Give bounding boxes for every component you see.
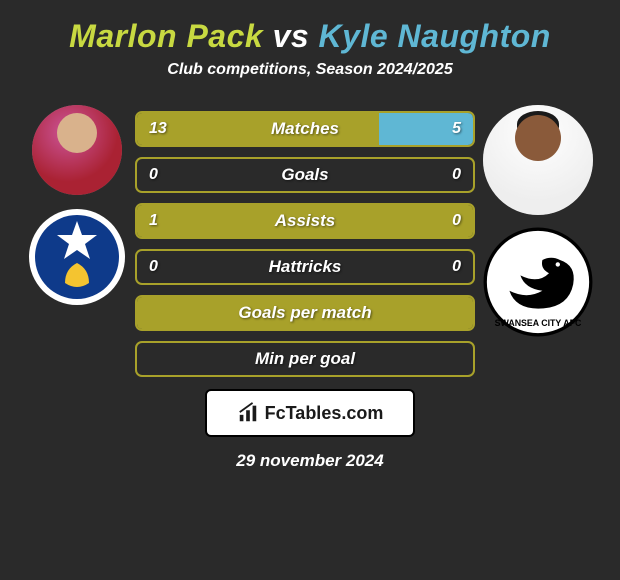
title-vs: vs	[273, 18, 310, 54]
stat-row: Min per goal	[135, 341, 475, 377]
stat-label: Goals	[281, 165, 328, 185]
stat-value-left: 0	[149, 166, 158, 184]
avatar-placeholder-icon	[483, 105, 593, 215]
stat-value-left: 13	[149, 120, 167, 138]
avatar-placeholder-icon	[32, 105, 122, 195]
stat-row: 0 0 Hattricks	[135, 249, 475, 285]
left-club-badge	[27, 207, 127, 307]
stat-label: Matches	[271, 119, 339, 139]
svg-text:SWANSEA CITY AFC: SWANSEA CITY AFC	[495, 318, 582, 328]
swansea-badge-icon: SWANSEA CITY AFC	[483, 227, 593, 337]
stat-value-right: 0	[452, 258, 461, 276]
stat-bars: 13 5 Matches 0 0 Goals 1 0 Assists 0 0 Hattricks Goa…	[135, 103, 475, 377]
date-text: 29 november 2024	[0, 451, 620, 471]
comparison-card: Marlon Pack vs Kyle Naughton Club compet…	[0, 0, 620, 481]
right-column: SWANSEA CITY AFC	[483, 103, 593, 337]
content-row: 13 5 Matches 0 0 Goals 1 0 Assists 0 0 Hattricks Goa…	[0, 103, 620, 377]
fctables-logo-icon	[237, 402, 259, 424]
stat-row: 0 0 Goals	[135, 157, 475, 193]
stat-value-right: 0	[452, 166, 461, 184]
stat-row: 13 5 Matches	[135, 111, 475, 147]
right-player-avatar	[483, 105, 593, 215]
left-column	[27, 103, 127, 307]
bar-fill-left	[137, 113, 379, 145]
stat-label: Assists	[275, 211, 335, 231]
brand-box[interactable]: FcTables.com	[205, 389, 415, 437]
stat-value-left: 0	[149, 258, 158, 276]
right-club-badge: SWANSEA CITY AFC	[483, 227, 593, 337]
stat-row: Goals per match	[135, 295, 475, 331]
portsmouth-badge-icon	[27, 207, 127, 307]
stat-value-right: 0	[452, 212, 461, 230]
page-title: Marlon Pack vs Kyle Naughton	[0, 18, 620, 55]
stat-row: 1 0 Assists	[135, 203, 475, 239]
stat-label: Min per goal	[255, 349, 355, 369]
brand-text: FcTables.com	[265, 403, 384, 424]
stat-label: Hattricks	[269, 257, 342, 277]
left-player-avatar	[32, 105, 122, 195]
title-player-left: Marlon Pack	[69, 18, 263, 54]
subtitle: Club competitions, Season 2024/2025	[0, 61, 620, 79]
stat-value-left: 1	[149, 212, 158, 230]
title-player-right: Kyle Naughton	[319, 18, 551, 54]
stat-label: Goals per match	[238, 303, 371, 323]
stat-value-right: 5	[452, 120, 461, 138]
